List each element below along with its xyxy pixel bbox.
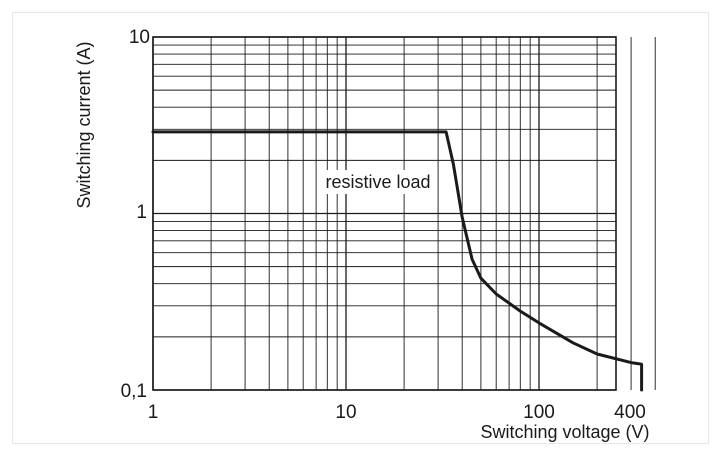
- x-tick-label-10: 10: [335, 402, 356, 423]
- y-tick-label-0.1: 0,1: [121, 381, 147, 402]
- annotation-resistive-load: resistive load: [325, 172, 430, 192]
- x-tick-label-100: 100: [523, 402, 555, 423]
- grid: [152, 36, 656, 391]
- series-line-0: [151, 130, 644, 392]
- y-axis-title: Switching current (A): [74, 41, 94, 208]
- curve-layer: [151, 130, 644, 392]
- x-tick-label-1: 1: [148, 402, 159, 423]
- y-tick-label-10: 10: [129, 27, 150, 48]
- chart-frame: [12, 12, 709, 444]
- annotation-background: [321, 170, 435, 194]
- plot-border: [152, 36, 617, 391]
- x-axis-title: Switching voltage (V): [480, 422, 649, 442]
- x-tick-label-400: 400: [614, 402, 646, 423]
- y-tick-label-1: 1: [136, 202, 147, 223]
